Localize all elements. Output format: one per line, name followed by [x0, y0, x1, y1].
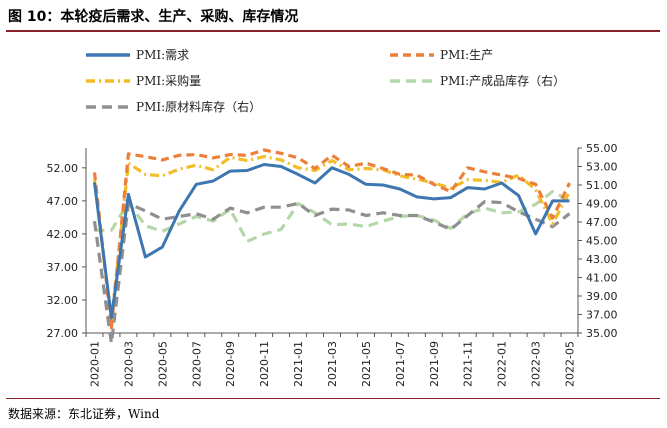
right-tick-label: 51.00 [586, 179, 618, 192]
series-line-2 [92, 155, 571, 322]
series-line-4 [92, 200, 571, 345]
left-tick-label: 37.00 [47, 261, 79, 274]
x-tick-label: 2020-05 [156, 341, 169, 387]
left-tick-label: 42.00 [47, 228, 79, 241]
x-tick-label: 2021-09 [428, 341, 441, 387]
title-divider [6, 30, 660, 32]
right-tick-label: 49.00 [586, 198, 618, 211]
source-note: 数据来源：东北证券，Wind [8, 407, 160, 421]
legend-label-4: PMI:原材料库存（右） [136, 99, 261, 114]
legend-label-0: PMI:需求 [136, 48, 189, 62]
series-line-3 [94, 189, 571, 243]
x-tick-label: 2021-11 [462, 341, 475, 387]
legend-label-1: PMI:生产 [440, 48, 493, 62]
series-line-0 [93, 163, 570, 320]
right-tick-label: 39.00 [586, 290, 618, 303]
left-tick-label: 52.00 [47, 162, 79, 175]
series-layer [92, 148, 571, 345]
right-tick-label: 41.00 [586, 272, 618, 285]
left-tick-label: 47.00 [47, 195, 79, 208]
x-tick-label: 2021-03 [326, 341, 339, 387]
right-tick-label: 37.00 [586, 309, 618, 322]
legend-label-2: PMI:采购量 [136, 73, 201, 88]
x-tick-label: 2021-05 [360, 341, 373, 387]
axes: 27.00 32.00 37.00 42.00 47.00 52.00 35.00 37.00… [47, 142, 618, 387]
figure-title: 图 10：本轮疫后需求、生产、采购、库存情况 [8, 9, 299, 25]
x-tick-label: 2020-01 [88, 341, 101, 387]
x-tick-label: 2022-01 [496, 341, 509, 387]
right-tick-label: 35.00 [586, 327, 618, 340]
x-tick-label: 2021-01 [292, 341, 305, 387]
x-tick-label: 2021-07 [394, 341, 407, 387]
x-tick-label: 2020-11 [258, 341, 271, 387]
left-tick-label: 27.00 [47, 327, 79, 340]
right-tick-label: 45.00 [586, 235, 618, 248]
x-tick-label: 2020-09 [224, 341, 237, 387]
left-tick-label: 32.00 [47, 294, 79, 307]
right-tick-label: 43.00 [586, 253, 618, 266]
right-tick-label: 55.00 [586, 142, 618, 155]
x-tick-label: 2022-05 [564, 341, 577, 387]
legend-label-3: PMI:产成品库存（右） [440, 73, 565, 88]
series-line-1 [92, 148, 571, 330]
x-tick-label: 2020-07 [190, 341, 203, 387]
x-tick-label: 2022-03 [530, 341, 543, 387]
legend: PMI:需求 PMI:生产 PMI:采购量 PMI:产成品库存（右） PMI:原材料库存… [86, 48, 565, 114]
footer-divider [6, 398, 660, 399]
x-tick-label: 2020-03 [122, 341, 135, 387]
right-tick-label: 53.00 [586, 161, 618, 174]
right-tick-label: 47.00 [586, 216, 618, 229]
